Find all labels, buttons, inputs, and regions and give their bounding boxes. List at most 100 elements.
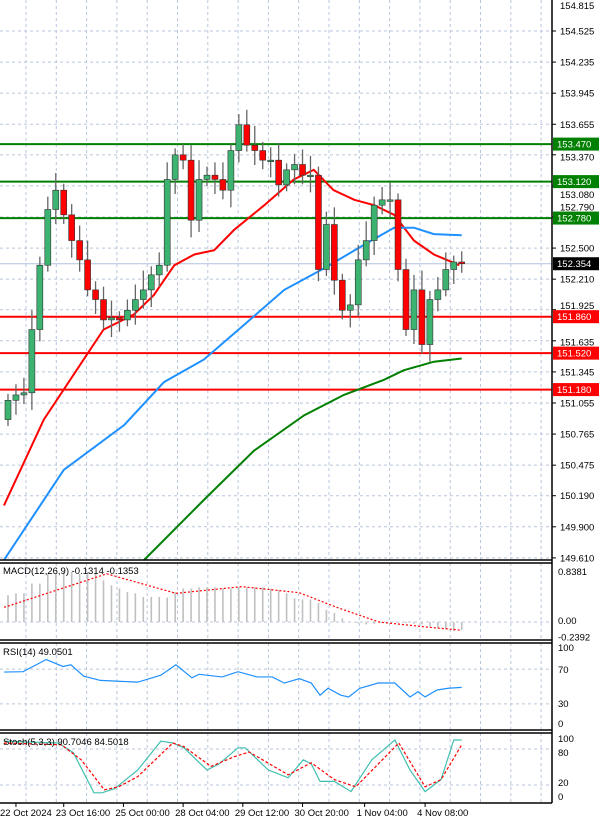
moving-average-line xyxy=(3,226,462,561)
rsi-line xyxy=(4,658,462,698)
stoch-axis-label: 20 xyxy=(558,778,569,789)
candle-bull xyxy=(12,394,20,401)
time-axis-label: 4 Nov 08:00 xyxy=(417,808,468,819)
level-price-tag xyxy=(553,383,599,397)
price-tick-label: 149.900 xyxy=(560,522,594,533)
macd-axis-label: 0.8381 xyxy=(558,567,587,578)
candle-bull xyxy=(155,264,163,276)
candle-bull xyxy=(442,269,450,291)
price-tick-label: 151.345 xyxy=(560,367,594,378)
price-tick-label: 152.500 xyxy=(560,244,594,255)
candle-bear xyxy=(219,179,227,191)
candle-bull xyxy=(267,159,274,162)
candle-bull xyxy=(323,224,330,270)
price-tick-label: 154.815 xyxy=(560,1,594,12)
level-price-label: 152.780 xyxy=(557,214,591,225)
candle-bear xyxy=(275,159,282,186)
candle-bull xyxy=(307,174,314,177)
candle-bear xyxy=(259,150,267,161)
candle-bear xyxy=(179,154,187,161)
time-axis-label: 29 Oct 12:00 xyxy=(235,808,289,819)
moving-average-line xyxy=(143,357,462,561)
level-price-tag xyxy=(553,310,599,324)
price-axis[interactable]: 154.815 154.525 154.235 153.945 153.655 153.3… xyxy=(552,1,599,803)
time-axis-label: 23 Oct 16:00 xyxy=(56,808,110,819)
stoch-label: Stoch(5,3,3) 90.7046 84.5018 xyxy=(3,737,129,748)
level-price-label: 153.120 xyxy=(557,177,591,188)
candle-bull xyxy=(346,304,354,311)
candle-bear xyxy=(243,124,251,146)
rsi-axis-label: 100 xyxy=(558,643,574,654)
price-tick-label: 150.190 xyxy=(560,491,594,502)
current-price-tag xyxy=(553,257,599,271)
candle-bear xyxy=(76,240,83,261)
candle-bear xyxy=(458,261,466,265)
current-price-label: 152.354 xyxy=(557,259,591,270)
candle-bear xyxy=(331,224,338,281)
candle-bear xyxy=(116,317,123,321)
time-axis-label: 1 Nov 04:00 xyxy=(357,808,408,819)
macd-label: MACD(12,26,9) -0.1314 -0.1353 xyxy=(3,566,139,577)
grid xyxy=(0,0,552,803)
candle-bear xyxy=(418,289,426,345)
candle-bear xyxy=(402,269,410,330)
price-tick-label: 150.475 xyxy=(560,461,594,472)
candle-bear xyxy=(187,159,195,221)
price-tick-label: 154.235 xyxy=(560,58,594,69)
candle-bull xyxy=(44,209,52,266)
candle-bull xyxy=(434,289,442,300)
price-tick-label: 152.210 xyxy=(560,275,594,286)
candle-bull xyxy=(227,150,235,191)
candle-bull xyxy=(354,259,362,306)
stoch-axis-label: 100 xyxy=(558,734,574,745)
candle-bull xyxy=(20,392,28,396)
time-axis-label: 25 Oct 00:00 xyxy=(115,808,169,819)
indicator-panes xyxy=(0,0,553,804)
level-price-tag xyxy=(553,175,599,189)
moving-average-line xyxy=(3,168,460,506)
candle-bull xyxy=(283,169,290,186)
price-tick-label: 153.370 xyxy=(560,153,594,164)
candle-bear xyxy=(84,259,91,291)
candle-bear xyxy=(339,279,346,311)
candle-bull xyxy=(195,179,203,221)
candle-bull xyxy=(163,179,171,266)
candle-bear xyxy=(211,174,219,180)
price-tick-label: 152.790 xyxy=(560,203,594,214)
level-price-label: 151.860 xyxy=(557,312,591,323)
price-tick-label: 153.945 xyxy=(560,89,594,100)
stoch-axis-label: 80 xyxy=(558,748,569,759)
level-price-tag xyxy=(553,211,599,225)
candle-bear xyxy=(92,289,99,300)
moving-averages xyxy=(3,168,462,561)
rsi-axis-label: 30 xyxy=(558,699,569,710)
price-tick-label: 151.635 xyxy=(560,338,594,349)
macd-axis-label: 0.00 xyxy=(558,616,577,627)
candle-bull xyxy=(370,204,378,241)
price-tick-label: 151.055 xyxy=(560,398,594,409)
macd-axis-label: -0.2392 xyxy=(558,633,590,644)
stoch-signal-line xyxy=(4,742,463,791)
candle-bull xyxy=(147,274,155,291)
candle-bull xyxy=(36,264,44,330)
candle-bear xyxy=(251,144,259,151)
candle-bear xyxy=(394,199,402,270)
candle-bear xyxy=(60,189,68,216)
candle-bull xyxy=(426,299,434,345)
level-price-tag xyxy=(553,137,599,151)
stoch-axis-label: 0 xyxy=(558,792,563,803)
price-tick-label: 149.610 xyxy=(560,553,594,564)
time-axis[interactable]: 22 Oct 2024 23 Oct 16:00 25 Oct 00:00 28 Oc… xyxy=(0,803,468,819)
candle-bull xyxy=(52,189,60,210)
candle-bull xyxy=(410,289,418,330)
candle-bull xyxy=(386,199,394,202)
candle-bull xyxy=(171,154,179,180)
time-axis-label: 28 Oct 04:00 xyxy=(175,808,229,819)
candle-bull xyxy=(378,199,386,206)
candle-bear xyxy=(299,164,306,176)
candle-bull xyxy=(28,329,36,394)
price-tick-label: 154.525 xyxy=(560,27,594,38)
rsi-axis-label: 0 xyxy=(558,719,563,730)
